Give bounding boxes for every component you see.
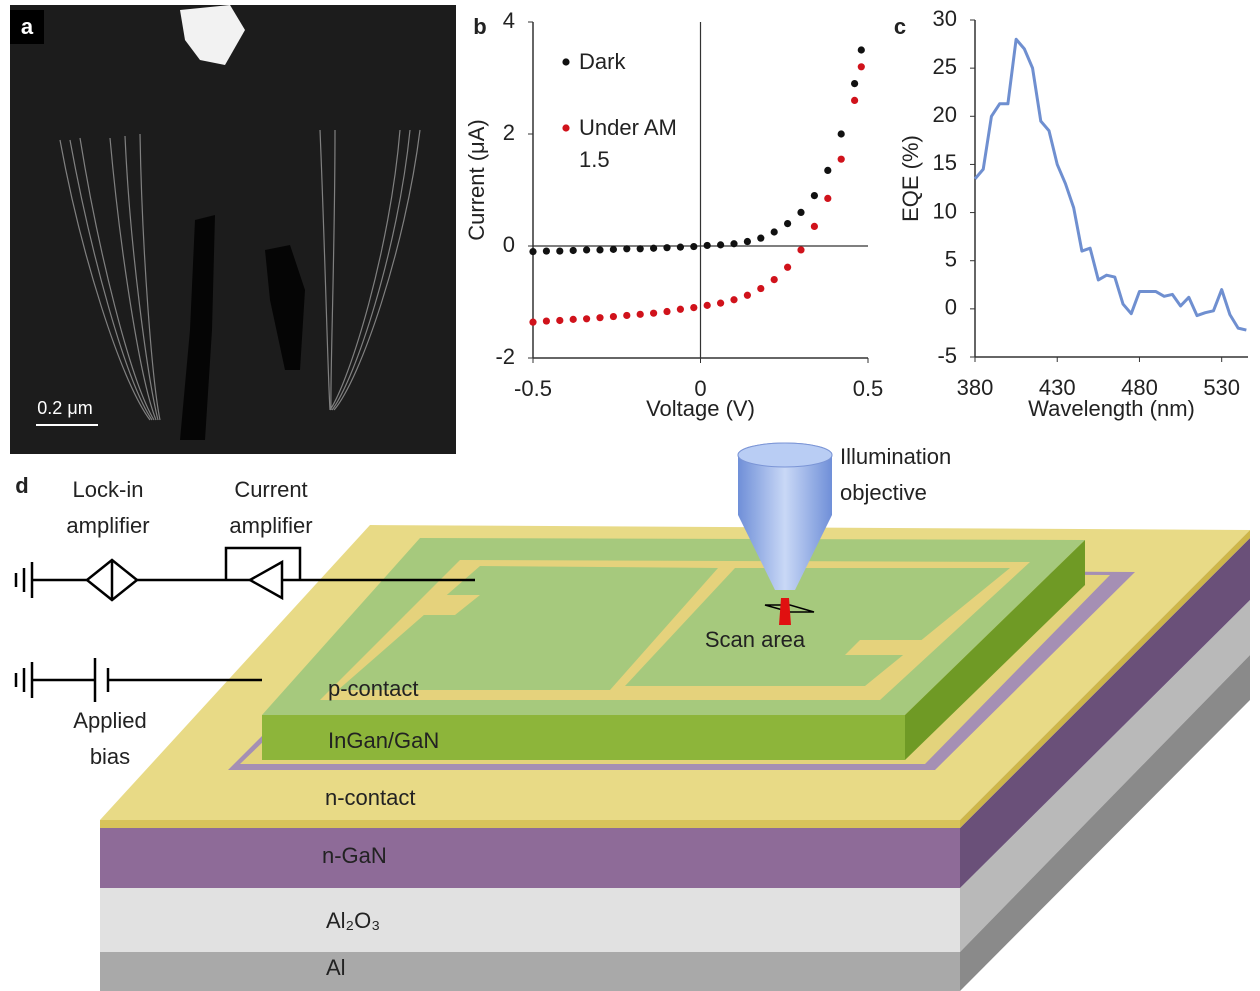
n-contact-edge bbox=[100, 820, 960, 828]
bias-label: Applied bbox=[73, 708, 146, 733]
layer-label: n-GaN bbox=[322, 843, 387, 868]
bias-label: bias bbox=[90, 744, 130, 769]
layer-label: InGan/GaN bbox=[328, 728, 439, 753]
current-amp-label: Current bbox=[234, 477, 307, 502]
beam bbox=[779, 598, 791, 625]
layer-label: n-contact bbox=[325, 785, 416, 810]
figure: a 0.2 μm b -2024-0.500.5Voltage (V)Curre… bbox=[0, 0, 1260, 991]
legend-label: Dark bbox=[579, 46, 697, 78]
slab bbox=[100, 525, 1250, 991]
panel-label: d bbox=[15, 473, 28, 498]
legend-label: Under AM 1.5 bbox=[579, 112, 697, 176]
layer-label: Al₂O₃ bbox=[326, 908, 380, 933]
layer-label: p-contact bbox=[328, 676, 419, 701]
lock-in-label: amplifier bbox=[66, 513, 149, 538]
ngan-layer bbox=[100, 828, 960, 888]
objective-top bbox=[738, 443, 832, 467]
objective-label: Illumination bbox=[840, 444, 951, 469]
layer-label: Al bbox=[326, 955, 346, 980]
current-amp-label: amplifier bbox=[229, 513, 312, 538]
scan-area-label: Scan area bbox=[705, 627, 806, 652]
current-amp-symbol bbox=[250, 562, 282, 598]
objective-label: objective bbox=[840, 480, 927, 505]
al2o3-layer bbox=[100, 888, 960, 952]
al-layer bbox=[100, 952, 960, 991]
lock-in-label: Lock-in bbox=[73, 477, 144, 502]
